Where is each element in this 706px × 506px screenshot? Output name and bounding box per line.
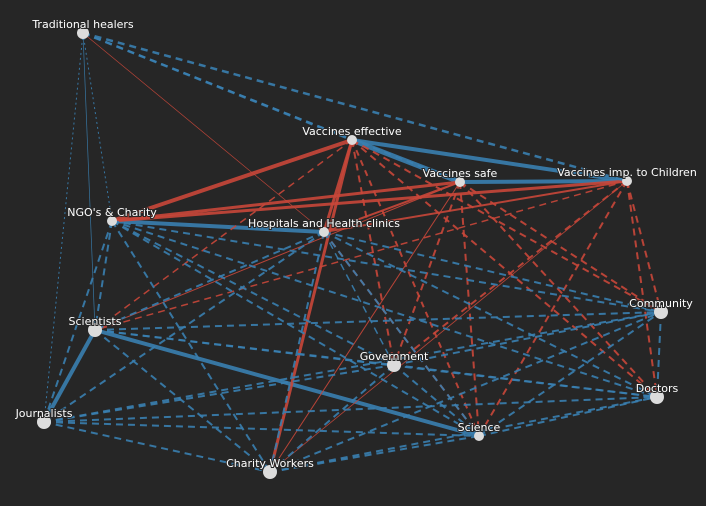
edge — [269, 231, 325, 473]
edge — [269, 364, 395, 473]
edge — [626, 180, 662, 313]
edge — [393, 364, 480, 437]
node — [650, 390, 664, 404]
edge — [323, 181, 461, 233]
node-label: Charity Workers — [226, 457, 314, 470]
edge — [111, 219, 325, 234]
edge — [459, 179, 628, 184]
edge — [94, 180, 628, 331]
edge — [43, 32, 84, 423]
edge — [323, 231, 662, 313]
edge — [478, 396, 658, 437]
node — [474, 431, 484, 441]
edge — [351, 139, 480, 437]
edge — [43, 421, 271, 473]
edge — [82, 31, 628, 183]
edge — [111, 220, 662, 313]
node-label: NGO's & Charity — [67, 206, 157, 219]
node-label: Science — [458, 421, 501, 434]
edge — [82, 32, 96, 331]
node-label: Scientists — [69, 315, 122, 328]
node-label: Community — [629, 297, 693, 310]
edge — [323, 231, 395, 366]
edge — [393, 311, 662, 366]
edge — [43, 421, 480, 437]
node — [654, 305, 668, 319]
edges — [42, 31, 662, 473]
edge — [626, 180, 658, 398]
edge — [94, 181, 461, 331]
edge — [82, 32, 461, 183]
edge — [323, 180, 628, 233]
edge — [351, 139, 658, 398]
node — [88, 323, 102, 337]
edge — [459, 181, 480, 437]
edge — [94, 311, 662, 331]
node — [263, 465, 277, 479]
node — [347, 135, 357, 145]
edge — [269, 311, 662, 473]
edge — [351, 139, 662, 313]
edge — [478, 311, 662, 437]
edge — [82, 32, 325, 233]
edge — [269, 181, 461, 473]
nodes: Traditional healers Vaccines effective Vac… — [14, 17, 698, 479]
node-label: Vaccines safe — [423, 167, 498, 180]
edge — [656, 311, 662, 398]
node — [387, 358, 401, 372]
node — [455, 177, 465, 187]
edge — [393, 364, 658, 398]
node — [319, 227, 329, 237]
edge — [42, 329, 97, 423]
edge — [111, 220, 395, 366]
node-label: Doctors — [636, 382, 679, 395]
edge — [393, 180, 628, 366]
edge — [478, 180, 628, 437]
edge — [111, 220, 271, 473]
node — [77, 27, 89, 39]
edge — [268, 139, 354, 473]
node — [622, 176, 632, 186]
node-label: Vaccines imp. to Children — [557, 166, 697, 179]
edge — [111, 138, 353, 223]
node — [37, 415, 51, 429]
node-label: Government — [360, 350, 429, 363]
edge — [351, 138, 628, 183]
edge — [393, 181, 461, 366]
edge — [94, 139, 353, 331]
node-label: Vaccines effective — [302, 125, 402, 138]
node-label: Journalists — [15, 407, 73, 420]
edge — [323, 231, 658, 398]
edge — [111, 179, 628, 223]
edge — [459, 181, 658, 398]
node-label: Traditional healers — [31, 18, 134, 31]
edge — [459, 181, 662, 313]
edge — [111, 180, 461, 223]
edge — [111, 220, 480, 437]
edge — [94, 220, 113, 331]
edge — [323, 231, 480, 437]
edge — [43, 311, 662, 423]
node — [107, 216, 117, 226]
edge — [82, 32, 113, 222]
edge — [94, 231, 325, 331]
edge — [351, 139, 395, 366]
edge — [43, 396, 658, 423]
edge — [269, 396, 658, 473]
node-label: Hospitals and Health clinics — [248, 217, 400, 230]
edge — [94, 329, 271, 473]
edge — [269, 180, 628, 473]
